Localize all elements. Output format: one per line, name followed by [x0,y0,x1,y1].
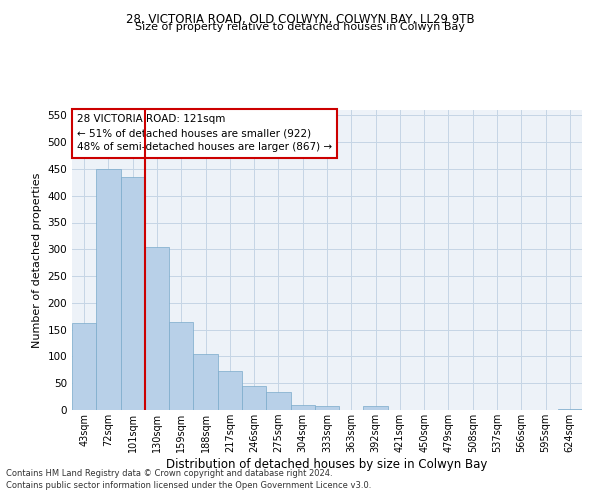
Text: 28, VICTORIA ROAD, OLD COLWYN, COLWYN BAY, LL29 9TB: 28, VICTORIA ROAD, OLD COLWYN, COLWYN BA… [125,12,475,26]
Bar [72,323,96,410]
Text: Contains public sector information licensed under the Open Government Licence v3: Contains public sector information licen… [6,481,371,490]
Bar [315,406,339,410]
Text: Contains HM Land Registry data © Crown copyright and database right 2024.: Contains HM Land Registry data © Crown c… [6,468,332,477]
Bar [145,246,169,410]
Bar [242,386,266,410]
Bar [121,177,145,410]
Text: 28 VICTORIA ROAD: 121sqm
← 51% of detached houses are smaller (922)
48% of semi-: 28 VICTORIA ROAD: 121sqm ← 51% of detach… [77,114,332,152]
Bar [266,392,290,410]
X-axis label: Distribution of detached houses by size in Colwyn Bay: Distribution of detached houses by size … [166,458,488,471]
Bar [193,354,218,410]
Bar [290,405,315,410]
Bar [96,169,121,410]
Bar [558,409,582,410]
Y-axis label: Number of detached properties: Number of detached properties [32,172,42,348]
Text: Size of property relative to detached houses in Colwyn Bay: Size of property relative to detached ho… [135,22,465,32]
Bar [364,406,388,410]
Bar [218,372,242,410]
Bar [169,322,193,410]
